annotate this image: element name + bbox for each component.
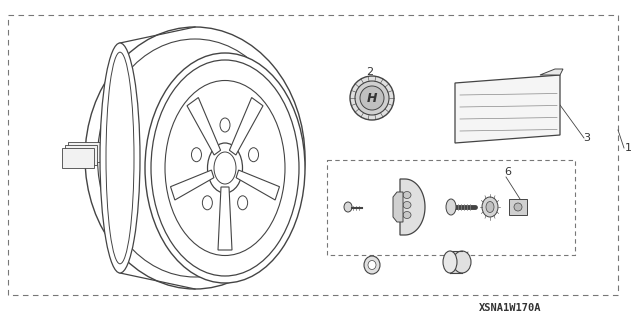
Text: 2: 2 <box>367 67 374 77</box>
Ellipse shape <box>344 202 352 212</box>
Ellipse shape <box>368 261 376 270</box>
Ellipse shape <box>237 196 248 210</box>
Ellipse shape <box>202 196 212 210</box>
Ellipse shape <box>214 152 236 184</box>
Ellipse shape <box>350 76 394 120</box>
Polygon shape <box>455 75 560 143</box>
Text: XSNA1W170A: XSNA1W170A <box>479 303 541 313</box>
Ellipse shape <box>453 251 471 273</box>
Bar <box>8 15 618 295</box>
Ellipse shape <box>482 197 498 217</box>
Bar <box>450 251 462 273</box>
Ellipse shape <box>443 251 457 273</box>
Polygon shape <box>170 170 214 200</box>
Bar <box>327 160 575 255</box>
Text: 4: 4 <box>451 257 459 267</box>
FancyBboxPatch shape <box>509 199 527 215</box>
Ellipse shape <box>220 118 230 132</box>
Text: 1: 1 <box>625 143 632 153</box>
Ellipse shape <box>403 191 411 198</box>
Ellipse shape <box>446 199 456 215</box>
Text: 3: 3 <box>584 133 591 143</box>
Ellipse shape <box>355 81 389 115</box>
Ellipse shape <box>403 202 411 209</box>
Ellipse shape <box>514 203 522 211</box>
Polygon shape <box>236 170 280 200</box>
Text: H: H <box>367 92 377 105</box>
Ellipse shape <box>100 43 140 273</box>
Ellipse shape <box>364 256 380 274</box>
Text: 5: 5 <box>367 257 374 267</box>
Ellipse shape <box>145 53 305 283</box>
Ellipse shape <box>106 52 134 264</box>
Polygon shape <box>62 148 94 168</box>
Polygon shape <box>400 179 425 235</box>
Ellipse shape <box>360 86 384 110</box>
Polygon shape <box>65 145 97 165</box>
Polygon shape <box>229 98 263 155</box>
Text: 6: 6 <box>504 167 511 177</box>
Polygon shape <box>68 142 100 162</box>
Polygon shape <box>218 187 232 250</box>
Ellipse shape <box>486 202 494 212</box>
Ellipse shape <box>207 143 243 193</box>
Ellipse shape <box>248 148 259 162</box>
Polygon shape <box>393 192 403 222</box>
Polygon shape <box>540 69 563 75</box>
Ellipse shape <box>191 148 202 162</box>
Polygon shape <box>187 98 221 155</box>
Ellipse shape <box>403 211 411 219</box>
